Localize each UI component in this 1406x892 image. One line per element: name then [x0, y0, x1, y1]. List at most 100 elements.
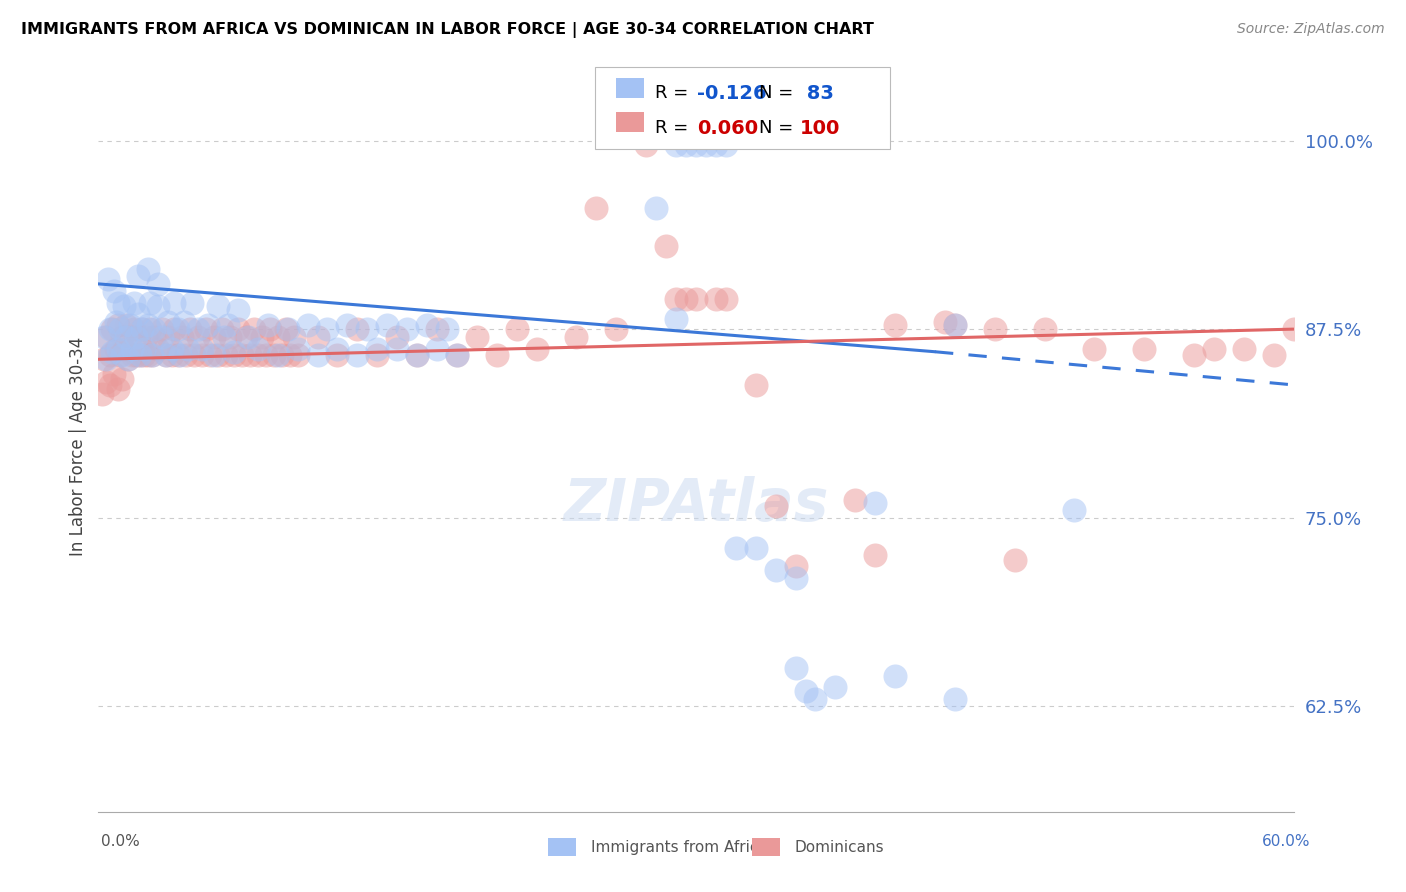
Point: [143, 329, 166, 343]
Point: [943, 691, 966, 706]
Point: [346, 322, 368, 336]
Point: [704, 292, 727, 306]
Point: [124, 322, 146, 336]
Point: [103, 285, 125, 299]
Point: [1004, 553, 1026, 567]
Point: [93, 352, 115, 367]
Point: [1202, 342, 1225, 356]
Point: [125, 329, 148, 343]
Point: [665, 311, 688, 326]
Point: [135, 329, 157, 343]
Point: [270, 348, 292, 362]
Point: [110, 322, 132, 336]
Y-axis label: In Labor Force | Age 30-34: In Labor Force | Age 30-34: [69, 336, 87, 556]
Point: [356, 322, 378, 336]
Point: [195, 322, 218, 336]
Point: [406, 348, 429, 362]
Point: [107, 296, 129, 310]
Point: [222, 348, 245, 362]
Point: [98, 322, 122, 336]
Point: [124, 296, 146, 310]
Point: [98, 348, 122, 362]
Point: [219, 329, 242, 343]
Point: [131, 322, 153, 336]
Point: [675, 292, 697, 306]
Point: [934, 315, 956, 329]
Point: [256, 318, 278, 332]
Text: ZIPAtlas: ZIPAtlas: [564, 476, 828, 533]
Point: [1083, 342, 1105, 356]
Point: [446, 348, 468, 362]
Text: Immigrants from Africa: Immigrants from Africa: [591, 840, 768, 855]
Point: [1133, 342, 1156, 356]
Point: [246, 342, 269, 356]
Point: [336, 318, 359, 332]
Point: [143, 322, 166, 336]
Point: [785, 558, 807, 573]
Point: [129, 348, 152, 362]
Point: [655, 239, 678, 253]
Text: -0.126: -0.126: [697, 84, 768, 103]
Text: IMMIGRANTS FROM AFRICA VS DOMINICAN IN LABOR FORCE | AGE 30-34 CORRELATION CHART: IMMIGRANTS FROM AFRICA VS DOMINICAN IN L…: [21, 22, 875, 38]
Text: 0.060: 0.060: [697, 119, 758, 137]
Point: [724, 541, 747, 555]
Point: [141, 348, 163, 362]
Point: [446, 348, 468, 362]
Point: [226, 302, 249, 317]
Point: [157, 315, 180, 329]
Point: [585, 202, 607, 216]
Text: R =: R =: [655, 84, 695, 102]
Point: [254, 348, 277, 362]
Point: [745, 541, 768, 555]
Point: [283, 329, 305, 343]
Point: [307, 348, 329, 362]
Point: [115, 318, 138, 332]
Point: [155, 348, 177, 362]
Point: [211, 322, 233, 336]
Point: [366, 342, 388, 356]
Point: [101, 322, 124, 336]
Point: [112, 342, 135, 356]
Point: [385, 329, 409, 343]
Point: [191, 342, 214, 356]
Point: [243, 322, 266, 336]
Point: [139, 296, 162, 310]
Point: [259, 322, 281, 336]
Point: [222, 344, 245, 359]
Point: [202, 348, 225, 362]
Point: [685, 138, 707, 153]
Point: [105, 315, 128, 329]
Point: [943, 318, 966, 332]
Point: [665, 292, 688, 306]
Text: Dominicans: Dominicans: [794, 840, 884, 855]
Point: [120, 329, 142, 343]
Point: [884, 669, 907, 683]
Point: [984, 322, 1007, 336]
Point: [97, 272, 120, 286]
Text: 83: 83: [800, 84, 834, 103]
Point: [155, 348, 177, 362]
Point: [277, 322, 299, 336]
Point: [177, 342, 200, 356]
Point: [406, 348, 429, 362]
Point: [136, 261, 159, 276]
Point: [307, 329, 329, 343]
Point: [120, 318, 142, 332]
Point: [297, 318, 319, 332]
Point: [426, 322, 449, 336]
Point: [465, 329, 488, 343]
Point: [844, 492, 866, 507]
Point: [765, 499, 787, 513]
Point: [943, 318, 966, 332]
Point: [148, 277, 170, 291]
Point: [174, 348, 197, 362]
Point: [1282, 322, 1305, 336]
Point: [163, 296, 186, 310]
Point: [426, 342, 449, 356]
Point: [526, 342, 548, 356]
Point: [250, 329, 273, 343]
Point: [506, 322, 529, 336]
Point: [181, 296, 204, 310]
Point: [366, 348, 388, 362]
Point: [246, 348, 269, 362]
